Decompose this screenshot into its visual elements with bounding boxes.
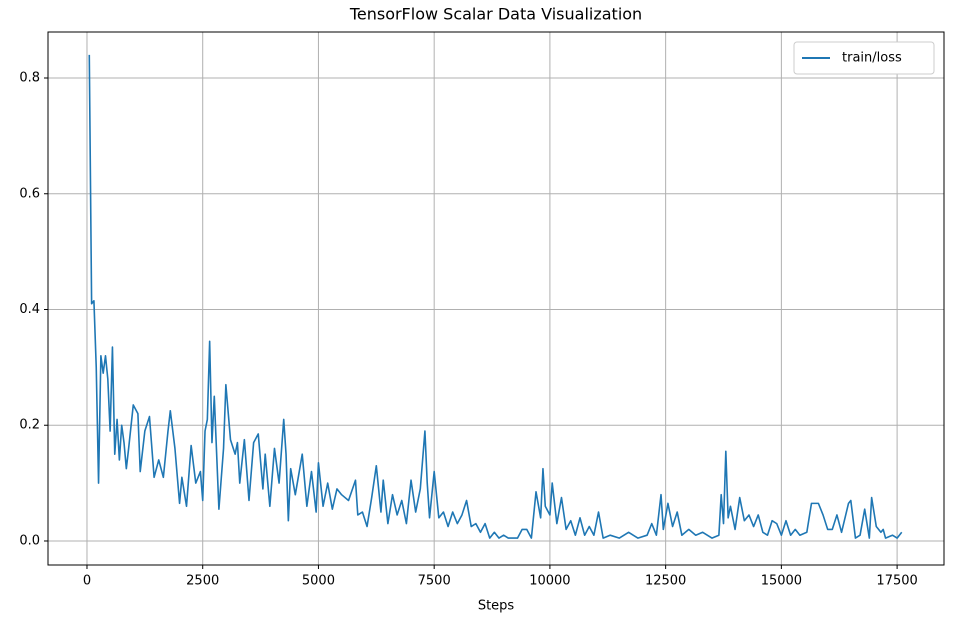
x-tick-label: 10000 — [529, 574, 570, 589]
plot-area: 0.0 0.2 0.4 0.6 0.8 0 2500 5000 7500 10000 12500 15… — [19, 32, 944, 589]
x-axis-label: Steps — [478, 599, 515, 614]
x-tick-label: 0 — [83, 574, 91, 589]
y-tick-label: 0.8 — [19, 71, 40, 86]
chart-title: TensorFlow Scalar Data Visualization — [349, 5, 642, 24]
x-tick-label: 12500 — [645, 574, 686, 589]
x-tick-label: 17500 — [876, 574, 917, 589]
legend-box — [793, 41, 935, 75]
y-tick-label: 0.2 — [19, 418, 40, 433]
axes-frame — [47, 31, 945, 566]
x-tick-label: 7500 — [418, 574, 451, 589]
y-tick-label: 0.0 — [19, 533, 40, 548]
x-tick-label: 15000 — [761, 574, 802, 589]
y-tick-label: 0.6 — [19, 186, 40, 201]
y-tick-label: 0.4 — [19, 302, 40, 317]
x-tick-label: 5000 — [302, 574, 335, 589]
x-tick-label: 2500 — [186, 574, 219, 589]
legend-label: train/loss — [842, 51, 902, 66]
data-line — [88, 54, 903, 539]
